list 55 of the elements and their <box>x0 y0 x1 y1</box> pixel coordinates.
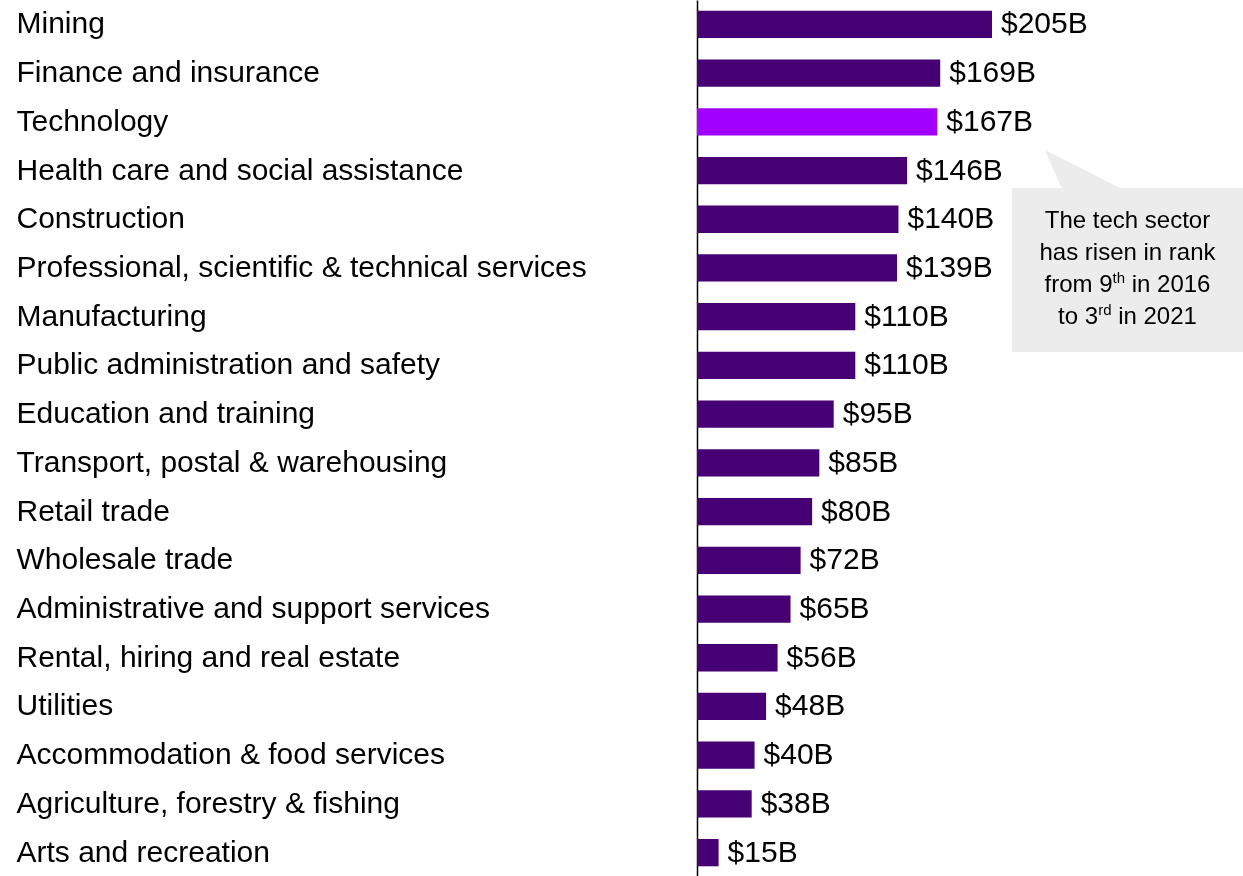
bar <box>697 644 778 672</box>
bar <box>697 839 719 867</box>
y-tick-label: Construction <box>16 201 185 235</box>
bar <box>697 497 813 526</box>
text: The tech sector has risen in rank from 9$^{th}$ in 2016 to 3$^{rd}$ in 2021 <box>1039 206 1216 329</box>
data-label: $15B <box>727 834 798 868</box>
data-label: $40B <box>763 737 834 771</box>
y-tick-label: Manufacturing <box>16 298 207 332</box>
data-label: $85B <box>828 444 899 478</box>
bar <box>697 10 992 38</box>
y-tick-label: Finance and insurance <box>16 55 321 89</box>
y-tick-label: Rental, hiring and real estate <box>16 639 401 673</box>
data-label: $139B <box>906 249 993 283</box>
data-label: $110B <box>864 347 949 381</box>
bar <box>697 205 899 233</box>
data-label: $167B <box>946 103 1034 137</box>
data-label: $38B <box>760 785 831 819</box>
y-tick-label: Wholesale trade <box>16 542 234 576</box>
y-tick-label: Agriculture, forestry & fishing <box>16 785 400 819</box>
bar <box>697 303 856 331</box>
bar <box>697 595 791 623</box>
bar <box>697 741 755 769</box>
y-tick-label: Utilities <box>16 688 114 722</box>
bar <box>697 692 767 721</box>
data-label: $205B <box>1001 6 1088 40</box>
data-label: $80B <box>821 493 892 527</box>
y-tick-label: Accommodation & food services <box>16 737 446 771</box>
y-tick-label: Public administration and safety <box>16 347 441 381</box>
bar <box>697 59 941 87</box>
bar <box>697 546 801 574</box>
y-tick-label: Education and training <box>16 396 316 430</box>
y-tick-label: Health care and social assistance <box>16 152 464 186</box>
data-label: $95B <box>842 396 913 430</box>
y-tick-label: Administrative and support services <box>16 591 491 625</box>
y-tick-label: Professional, scientific & technical services <box>16 249 587 283</box>
bar <box>697 254 898 282</box>
y-tick-label: Technology <box>16 103 169 137</box>
bar <box>697 790 752 818</box>
bar <box>697 351 856 380</box>
bar <box>697 449 820 477</box>
data-label: $56B <box>786 639 857 673</box>
data-label: $72B <box>809 542 880 576</box>
y-tick-label: Retail trade <box>16 493 170 527</box>
y-tick-label: Mining <box>16 6 105 40</box>
data-label: $110B <box>864 298 949 332</box>
y-tick-label: Arts and recreation <box>16 834 270 868</box>
data-label: $48B <box>775 688 846 722</box>
data-label: $65B <box>799 591 870 625</box>
data-label: $169B <box>949 55 1036 89</box>
data-label: $140B <box>907 201 995 235</box>
y-tick-label: Transport, postal & warehousing <box>16 444 448 478</box>
data-label: $146B <box>916 152 1003 186</box>
bar <box>697 108 938 136</box>
bar <box>697 156 908 185</box>
bar <box>697 400 834 428</box>
